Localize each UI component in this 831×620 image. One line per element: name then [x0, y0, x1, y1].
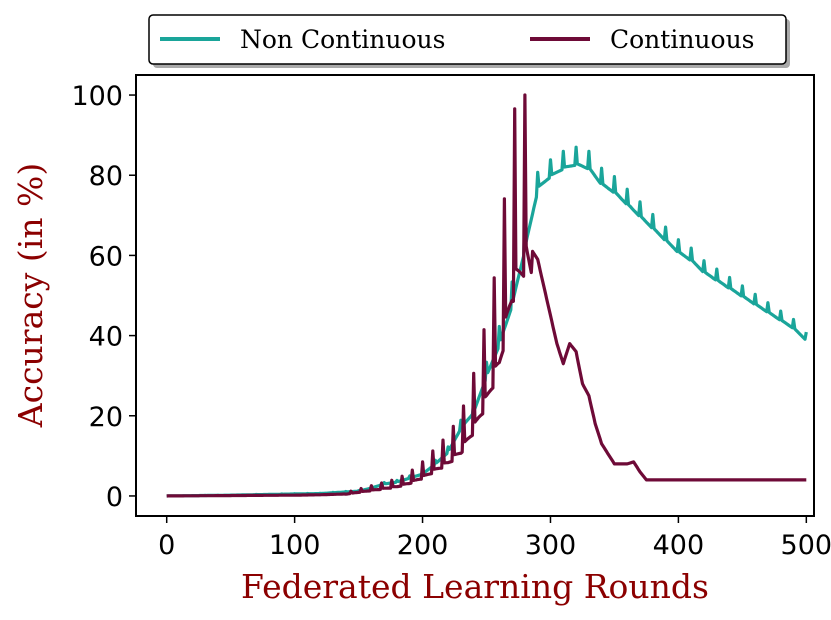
series-line-continuous [166, 93, 807, 498]
series-line-non-continuous [166, 145, 808, 498]
x-tick-label: 200 [397, 530, 449, 561]
x-tick-label: 400 [653, 530, 705, 561]
x-axis-title: Federated Learning Rounds [241, 567, 709, 606]
y-tick-label: 20 [89, 402, 123, 433]
y-tick-label: 60 [89, 241, 123, 272]
legend-label-continuous: Continuous [610, 25, 755, 54]
lines-layer [166, 93, 808, 498]
x-tick-label: 100 [269, 530, 321, 561]
x-tick-label: 0 [158, 530, 175, 561]
y-tick-label: 0 [106, 482, 123, 513]
x-tick-label: 500 [781, 530, 831, 561]
legend: Non Continuous Continuous [148, 14, 790, 68]
legend-label-non-continuous: Non Continuous [240, 25, 445, 54]
plot-frame [135, 74, 815, 517]
y-tick-label: 80 [89, 161, 123, 192]
ticks-layer: 0 100 200 300 400 500 0 20 40 60 80 100 [71, 81, 831, 561]
legend-box [148, 14, 787, 65]
y-axis-title: Accuracy (in %) [11, 163, 50, 429]
x-tick-label: 300 [525, 530, 577, 561]
y-tick-label: 40 [89, 322, 123, 353]
y-tick-label: 100 [71, 81, 123, 112]
